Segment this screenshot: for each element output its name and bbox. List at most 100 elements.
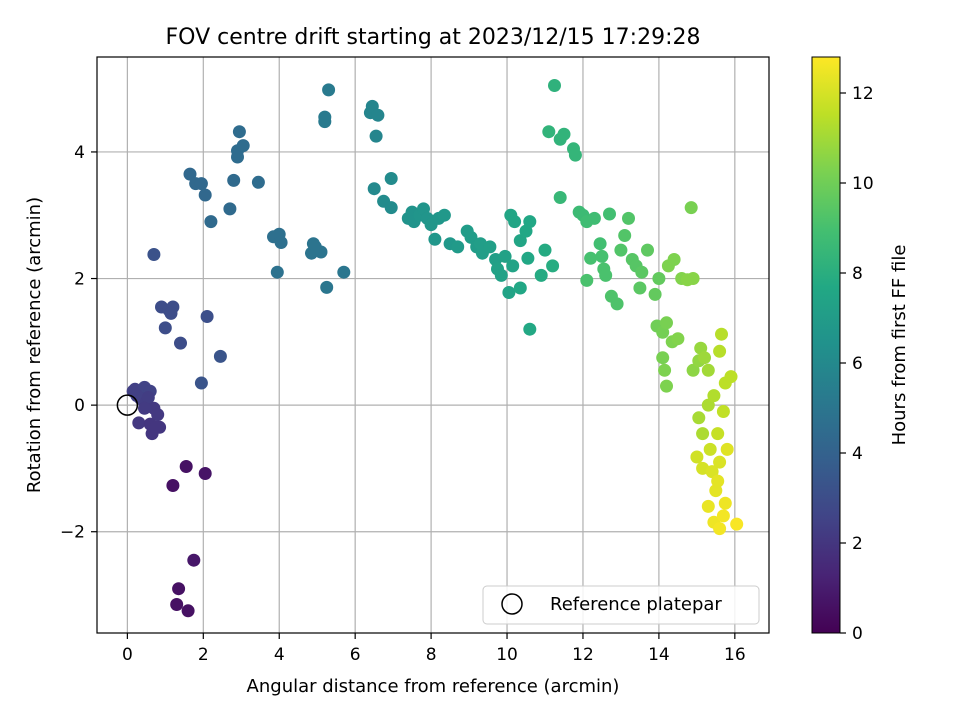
colorbar (811, 56, 841, 634)
data-point (656, 351, 670, 365)
data-point (200, 310, 214, 323)
data-point (696, 427, 710, 441)
y-tick-label: 4 (74, 143, 85, 163)
data-point (204, 215, 218, 229)
data-point (595, 249, 609, 263)
data-point (684, 201, 698, 215)
data-point (703, 442, 717, 456)
data-point (610, 297, 624, 311)
data-point (227, 173, 241, 187)
data-point (603, 207, 616, 221)
data-point (158, 321, 172, 335)
data-point (716, 509, 730, 523)
data-point (718, 496, 732, 510)
data-point (593, 237, 607, 251)
colorbar-label: Hours from first FF file (889, 245, 910, 446)
data-point (686, 272, 700, 285)
data-point (599, 268, 613, 282)
data-point (126, 384, 140, 398)
reference-marker (116, 394, 139, 416)
data-point (690, 450, 704, 464)
data-point (635, 265, 649, 279)
data-point (172, 582, 186, 596)
colorbar-ticks: 0 2 4 6 8 10 12 (840, 84, 874, 644)
legend-reference-label: Reference platepar (550, 594, 722, 615)
data-point (183, 167, 197, 181)
data-point (513, 234, 527, 248)
data-point (686, 363, 700, 377)
data-point (198, 467, 212, 480)
data-point (428, 232, 442, 246)
data-point (724, 370, 738, 384)
data-point (584, 251, 598, 265)
data-point (147, 248, 161, 261)
data-point (618, 229, 632, 242)
y-axis-label: Rotation from reference (arcmin) (24, 197, 45, 493)
data-point (132, 416, 146, 430)
data-point (641, 243, 654, 257)
data-point (498, 249, 512, 263)
data-point (369, 129, 383, 143)
data-point (367, 182, 381, 196)
data-point (314, 245, 328, 259)
data-point (587, 211, 601, 225)
data-point (508, 215, 522, 229)
data-point (270, 265, 284, 279)
data-point (483, 240, 497, 254)
data-point (711, 427, 725, 441)
data-point (711, 474, 725, 488)
data-point (322, 83, 336, 97)
legend-box (482, 585, 760, 625)
colorbar-tick-label: 8 (852, 264, 863, 284)
data-point (318, 110, 332, 124)
data-point (174, 336, 187, 350)
data-point (713, 455, 727, 469)
y-axis-ticks: −2 0 2 4 (60, 143, 97, 543)
colorbar-tick-label: 0 (852, 624, 863, 644)
data-point (648, 287, 662, 301)
data-point (698, 351, 711, 365)
data-point (523, 322, 537, 336)
data-point (713, 344, 727, 358)
data-point (274, 236, 288, 249)
colorbar-tick-label: 2 (852, 534, 863, 554)
data-points (126, 79, 744, 618)
chart-title: FOV centre drift starting at 2023/12/15 … (166, 25, 701, 50)
data-point (713, 522, 727, 536)
data-point (337, 265, 351, 279)
data-point (521, 251, 535, 265)
data-point (548, 79, 561, 92)
data-point (198, 188, 212, 202)
data-point (384, 172, 398, 185)
data-point (614, 243, 628, 257)
data-point (701, 499, 715, 513)
x-tick-label: 10 (496, 645, 518, 665)
data-point (371, 108, 385, 122)
data-point (542, 125, 556, 139)
data-point (658, 363, 672, 377)
data-point (523, 215, 537, 229)
data-point (141, 391, 155, 404)
data-point (384, 201, 398, 215)
data-point (557, 127, 571, 141)
data-point (715, 327, 728, 341)
data-point (194, 376, 208, 390)
colorbar-tick-label: 6 (852, 354, 863, 374)
colorbar-tick-label: 4 (852, 444, 863, 464)
data-point (701, 398, 715, 412)
legend-reference-marker (501, 593, 523, 615)
data-point (705, 465, 719, 479)
grid-lines (97, 57, 769, 633)
data-point (716, 405, 730, 418)
data-point (181, 604, 195, 618)
x-tick-label: 16 (724, 645, 746, 665)
data-point (164, 306, 178, 320)
data-point (633, 281, 647, 295)
data-point (170, 598, 184, 611)
data-point (553, 191, 567, 204)
data-point (166, 479, 180, 492)
y-tick-label: 2 (74, 270, 85, 290)
data-point (437, 208, 451, 222)
data-point (692, 411, 706, 425)
